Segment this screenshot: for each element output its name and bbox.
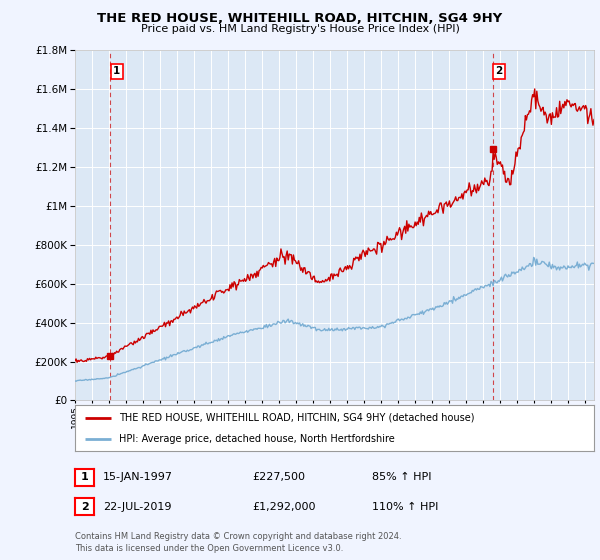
Text: 15-JAN-1997: 15-JAN-1997 (103, 472, 173, 482)
Text: HPI: Average price, detached house, North Hertfordshire: HPI: Average price, detached house, Nort… (119, 435, 395, 444)
Text: Contains HM Land Registry data © Crown copyright and database right 2024.
This d: Contains HM Land Registry data © Crown c… (75, 533, 401, 553)
Text: 85% ↑ HPI: 85% ↑ HPI (372, 472, 431, 482)
Text: 22-JUL-2019: 22-JUL-2019 (103, 502, 172, 512)
Text: THE RED HOUSE, WHITEHILL ROAD, HITCHIN, SG4 9HY: THE RED HOUSE, WHITEHILL ROAD, HITCHIN, … (97, 12, 503, 25)
Text: £1,292,000: £1,292,000 (252, 502, 316, 512)
Text: 1: 1 (81, 472, 88, 482)
Text: 1: 1 (113, 66, 121, 76)
Text: 2: 2 (81, 502, 88, 512)
Text: Price paid vs. HM Land Registry's House Price Index (HPI): Price paid vs. HM Land Registry's House … (140, 24, 460, 34)
Text: THE RED HOUSE, WHITEHILL ROAD, HITCHIN, SG4 9HY (detached house): THE RED HOUSE, WHITEHILL ROAD, HITCHIN, … (119, 413, 475, 423)
Text: £227,500: £227,500 (252, 472, 305, 482)
Text: 2: 2 (496, 66, 503, 76)
Text: 110% ↑ HPI: 110% ↑ HPI (372, 502, 439, 512)
